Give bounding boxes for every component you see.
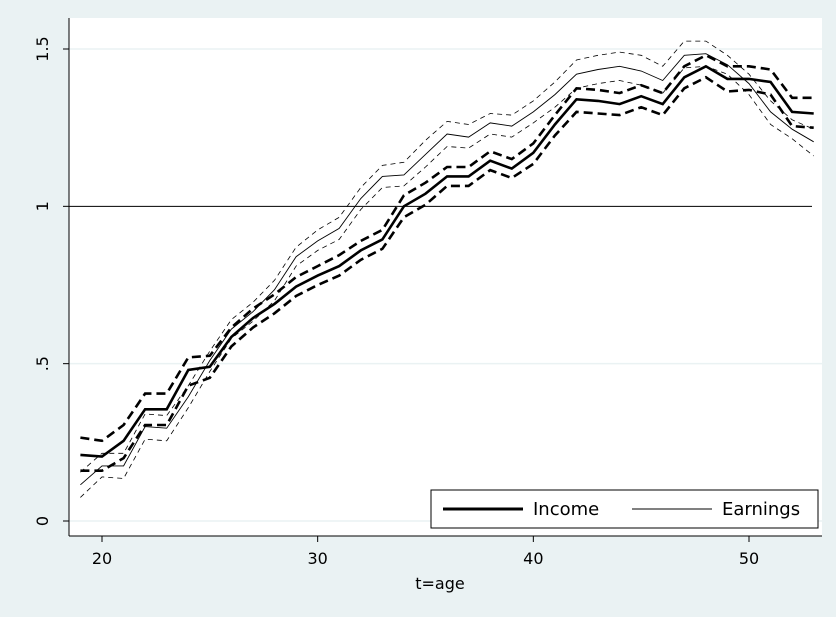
legend-label-earnings: Earnings [722,499,800,520]
y-tick-label-3: 1.5 [33,36,52,61]
series-lines [80,40,814,498]
x-tick-label-0: 20 [92,549,112,568]
earnings-ci-lower-line [80,65,814,498]
earnings-line [80,53,814,486]
axes: 0 .5 1 1.5 20 30 40 50 [33,18,822,568]
income-ci-upper-line [80,53,814,443]
x-axis-title: t=age [415,574,464,593]
y-tick-label-2: 1 [33,201,52,211]
legend-label-income: Income [533,499,599,520]
earnings-ci-upper-line [80,40,814,473]
plot-area [69,18,822,536]
income-line [80,64,814,458]
y-tick-label-0: 0 [33,516,52,526]
y-tick-label-1: .5 [33,356,52,371]
x-tick-label-2: 40 [523,549,543,568]
x-tick-label-1: 30 [307,549,327,568]
legend: Income Earnings [430,489,819,529]
x-tick-label-3: 50 [739,549,759,568]
